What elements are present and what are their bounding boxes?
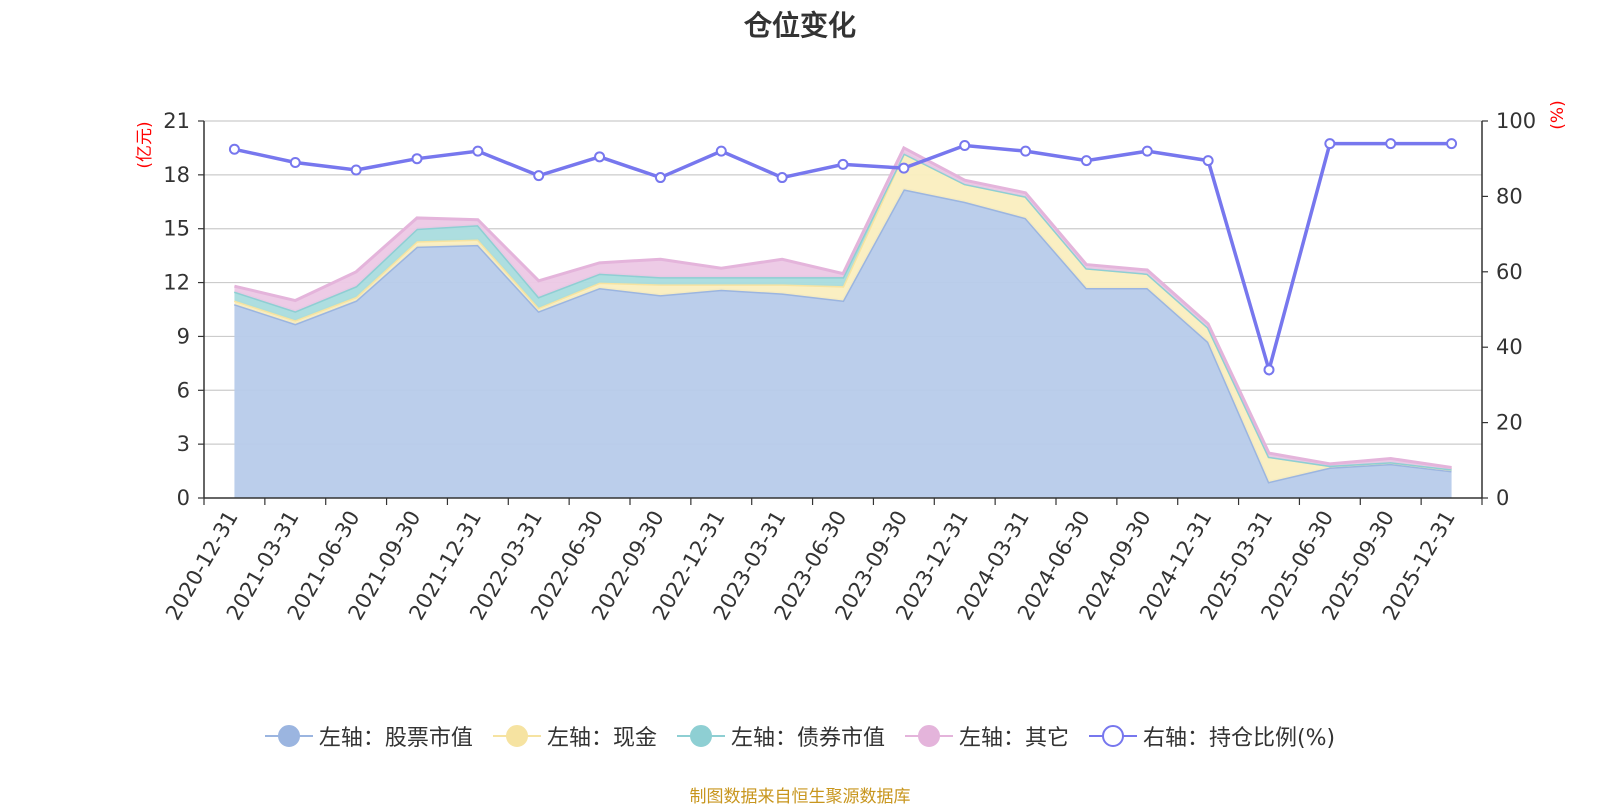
left-tick-label: 15 — [163, 217, 190, 241]
legend: 左轴：股票市值 左轴：现金 左轴：债券市值 左轴：其它 右轴：持仓比例(%) — [0, 720, 1600, 752]
legend-item-1[interactable]: 左轴：现金 — [492, 720, 657, 752]
ratio-point[interactable] — [1080, 155, 1092, 167]
left-tick-label: 18 — [163, 163, 190, 187]
legend-label: 左轴：债券市值 — [730, 726, 885, 751]
legend-item-0[interactable]: 左轴：股票市值 — [264, 720, 473, 752]
legend-item-4[interactable]: 右轴：持仓比例(%) — [1088, 720, 1336, 752]
left-tick-label: 21 — [163, 109, 190, 133]
legend-marker-icon — [1088, 723, 1137, 749]
right-axis-label: (%) — [1548, 100, 1568, 129]
ratio-point[interactable] — [959, 140, 971, 152]
ratio-point[interactable] — [533, 170, 545, 182]
legend-marker-icon — [264, 723, 313, 749]
stacked-areas — [233, 145, 1452, 498]
ratio-point[interactable] — [1263, 364, 1275, 376]
left-tick-label: 9 — [177, 324, 190, 348]
ratio-point[interactable] — [837, 158, 849, 170]
ratio-point[interactable] — [654, 172, 666, 184]
legend-label: 右轴：持仓比例(%) — [1142, 726, 1336, 751]
left-tick-label: 12 — [163, 271, 190, 295]
ratio-point[interactable] — [1385, 138, 1397, 150]
ratio-point[interactable] — [1202, 155, 1214, 167]
left-tick-label: 6 — [177, 378, 190, 402]
right-tick-label: 20 — [1496, 411, 1523, 435]
right-tick-label: 80 — [1496, 184, 1523, 208]
chart-title: 仓位变化 — [743, 9, 856, 42]
ratio-point[interactable] — [898, 162, 910, 174]
ratio-point[interactable] — [776, 172, 788, 184]
legend-item-3[interactable]: 左轴：其它 — [904, 720, 1069, 752]
legend-label: 左轴：现金 — [546, 726, 657, 751]
ratio-point[interactable] — [472, 145, 484, 157]
right-tick-label: 0 — [1496, 486, 1509, 510]
ratio-point[interactable] — [1020, 145, 1032, 157]
ratio-point[interactable] — [715, 145, 727, 157]
ratio-point[interactable] — [411, 153, 423, 165]
ratio-point[interactable] — [289, 156, 301, 168]
legend-label: 左轴：股票市值 — [318, 726, 473, 751]
area-edge-3 — [234, 145, 1452, 469]
right-tick-label: 40 — [1496, 335, 1523, 359]
ratio-point[interactable] — [1446, 138, 1458, 150]
ratio-point[interactable] — [228, 143, 240, 155]
right-tick-label: 60 — [1496, 260, 1523, 284]
position-change-chart: 0369121518210204060801002020-12-312021-0… — [135, 100, 1568, 624]
ratio-line — [228, 138, 1458, 377]
legend-marker-icon — [676, 723, 725, 749]
area-0 — [234, 189, 1452, 498]
left-tick-label: 3 — [177, 432, 190, 456]
area-edge-0 — [233, 187, 1452, 484]
data-source-note: 制图数据来自恒生聚源数据库 — [689, 787, 911, 807]
legend-marker-icon — [904, 723, 953, 749]
left-tick-label: 0 — [177, 486, 190, 510]
left-axis-label: (亿元) — [135, 121, 155, 168]
ratio-point[interactable] — [1141, 145, 1153, 157]
right-tick-label: 100 — [1496, 109, 1536, 133]
legend-item-2[interactable]: 左轴：债券市值 — [676, 720, 885, 752]
ratio-point[interactable] — [350, 164, 362, 176]
legend-marker-icon — [492, 723, 541, 749]
legend-label: 左轴：其它 — [958, 726, 1069, 751]
ratio-point[interactable] — [1324, 138, 1336, 150]
ratio-point[interactable] — [594, 151, 606, 163]
